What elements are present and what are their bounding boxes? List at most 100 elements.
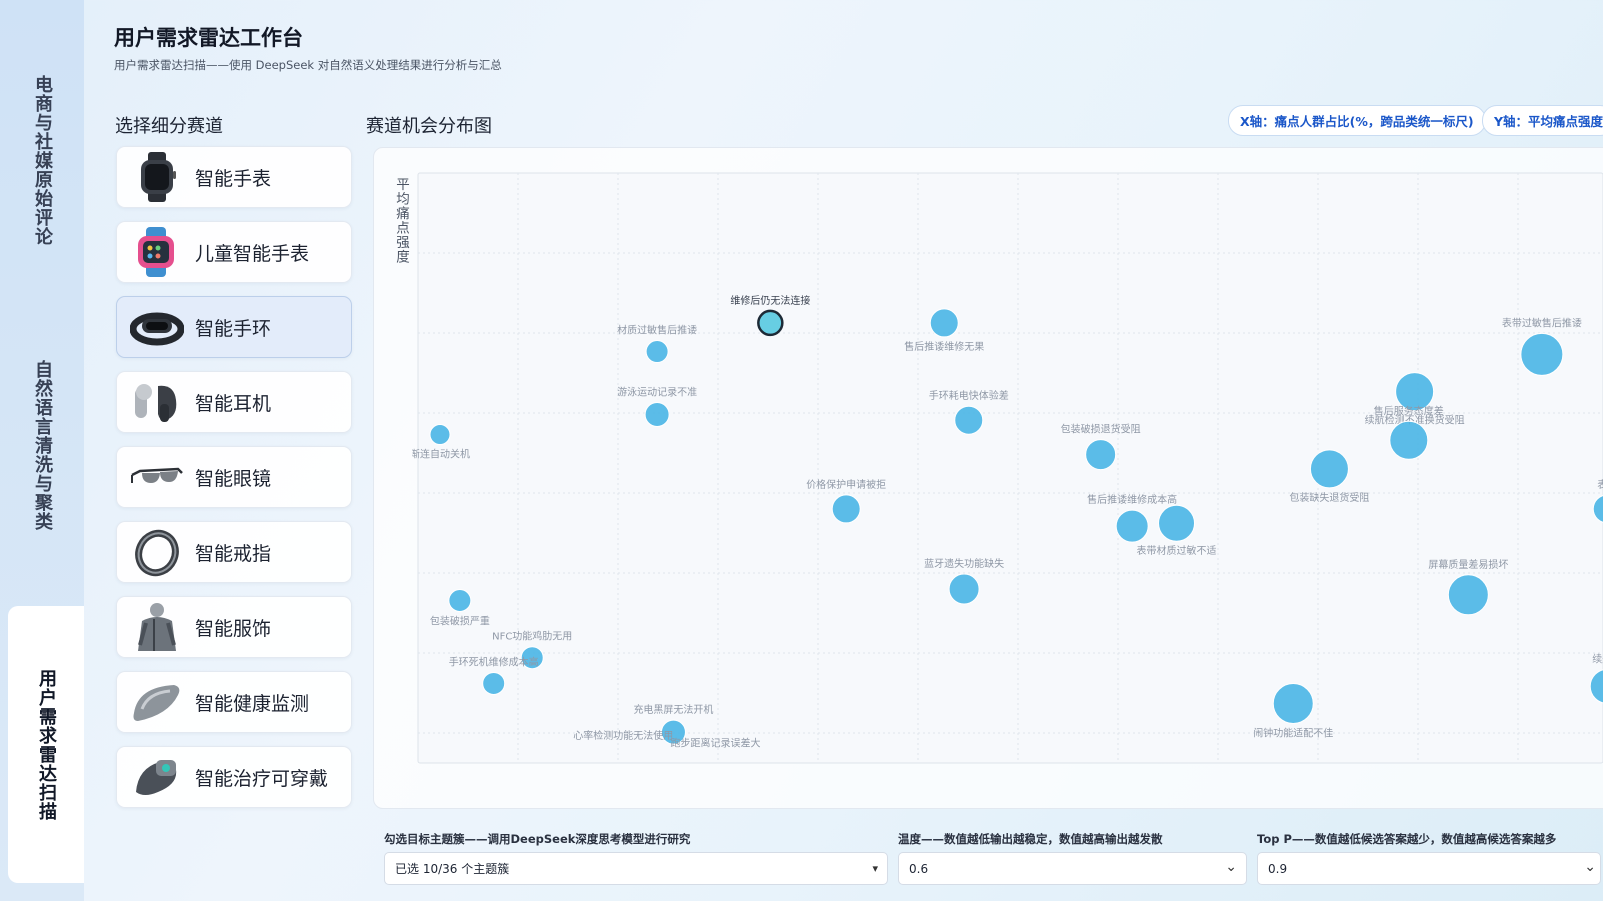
nav-tab-label: 自然语言清洗与聚类 xyxy=(32,359,53,531)
top-p-select[interactable]: 0.9 ⌄ xyxy=(1257,852,1601,885)
y-axis-pill: Y轴：平均痛点强度 xyxy=(1482,105,1603,136)
category-kids-smartwatch[interactable]: 儿童智能手表 xyxy=(116,221,352,283)
data-point-label: 心率检测功能无法使用 xyxy=(573,729,673,742)
data-point[interactable] xyxy=(1589,669,1603,704)
temperature-value: 0.6 xyxy=(909,861,929,876)
category-label: 智能手环 xyxy=(195,317,272,340)
data-point[interactable] xyxy=(645,340,669,364)
nav-tab-label: 用户需求雷达扫描 xyxy=(36,668,57,821)
data-point[interactable] xyxy=(1389,420,1429,460)
data-point-label: 售后服务态度差 xyxy=(1374,404,1444,417)
data-point[interactable] xyxy=(1395,372,1435,412)
chevron-down-icon: ⌄ xyxy=(1225,859,1237,875)
category-label: 智能治疗可穿戴 xyxy=(195,767,329,790)
left-navigation: 电商与社媒原始评论 自然语言清洗与聚类 用户需求雷达扫描 xyxy=(0,0,84,901)
data-point-label: 价格保护申请被拒 xyxy=(806,478,886,491)
data-point[interactable] xyxy=(831,494,861,524)
data-point[interactable] xyxy=(1309,449,1349,489)
category-label: 智能戒指 xyxy=(195,542,272,565)
data-point[interactable] xyxy=(954,405,984,435)
data-point[interactable] xyxy=(757,309,784,337)
data-point-label: 充电黑屏无法开机 xyxy=(633,703,713,716)
data-point[interactable] xyxy=(1115,509,1149,543)
data-point[interactable] xyxy=(660,719,686,745)
smart-ring-icon xyxy=(127,526,187,578)
data-point-label: 包装破损退货受阻 xyxy=(1061,423,1141,436)
category-label: 智能服饰 xyxy=(195,617,272,640)
data-point-label: 售后推诿维修无果 xyxy=(904,340,984,353)
top-p-value: 0.9 xyxy=(1268,861,1288,876)
category-label: 智能健康监测 xyxy=(195,692,310,715)
smartwatch-icon xyxy=(127,151,187,203)
health-monitor-icon xyxy=(127,676,187,728)
plot-area xyxy=(417,172,1603,764)
data-point-label: 包装破损严重 xyxy=(430,615,490,628)
data-point-label: 续航检测不准换货受阻 xyxy=(1365,414,1465,427)
data-point-label: 蓝牙遗失功能缺失 xyxy=(924,557,1004,570)
data-point-label: 表带过敏售后推诿 xyxy=(1502,316,1582,329)
data-point[interactable] xyxy=(1592,495,1603,523)
chevron-down-icon: ⌄ xyxy=(1584,859,1596,875)
data-point-label: 跑步距离记录误差大 xyxy=(670,736,760,749)
category-smartwatch[interactable]: 智能手表 xyxy=(116,146,352,208)
data-point[interactable] xyxy=(482,671,506,695)
data-point-label: 渐连自动关机 xyxy=(410,448,470,461)
data-point-label: 材质过敏售后推诿 xyxy=(617,324,697,337)
smart-clothing-icon xyxy=(127,601,187,653)
data-point-label: 手环耗电快体验差 xyxy=(929,389,1009,402)
temperature-label: 温度——数值越低输出越稳定，数值越高输出越发散 xyxy=(898,832,1163,846)
top-p-label: Top P——数值越低候选答案越少，数值越高候选答案越多 xyxy=(1257,832,1557,846)
temperature-select[interactable]: 0.6 ⌄ xyxy=(898,852,1247,885)
chart-y-axis-label: 平均痛点强度 xyxy=(393,177,409,264)
nav-tab-nlp-clustering[interactable]: 自然语言清洗与聚类 xyxy=(0,340,84,550)
cluster-select-value: 已选 10/36 个主题簇 xyxy=(395,862,510,876)
category-label: 儿童智能手表 xyxy=(195,242,310,265)
data-point[interactable] xyxy=(429,424,451,446)
data-point-label: 表带 xyxy=(1597,478,1603,491)
data-point[interactable] xyxy=(948,573,980,605)
data-point[interactable] xyxy=(520,646,544,670)
data-point[interactable] xyxy=(1520,332,1564,376)
data-point-label: 游泳运动记录不准 xyxy=(617,386,697,399)
category-label: 智能耳机 xyxy=(195,392,272,415)
nav-tab-raw-comments[interactable]: 电商与社媒原始评论 xyxy=(0,60,84,260)
data-point[interactable] xyxy=(644,402,670,428)
smart-band-icon xyxy=(127,301,187,353)
data-point[interactable] xyxy=(929,308,959,338)
category-earbuds[interactable]: 智能耳机 xyxy=(116,371,352,433)
data-point-label: 表带材质过敏不适 xyxy=(1137,544,1217,557)
category-label: 智能眼镜 xyxy=(195,467,272,490)
cluster-select-label: 勾选目标主题簇——调用DeepSeek深度思考模型进行研究 xyxy=(384,832,691,846)
data-point-label: 屏幕质量差易损坏 xyxy=(1428,558,1508,571)
data-point[interactable] xyxy=(448,589,472,613)
category-list: 智能手表 儿童智能手表 智能手环 xyxy=(116,146,352,821)
chevron-down-icon: ▾ xyxy=(872,862,878,875)
data-point[interactable] xyxy=(1272,683,1314,725)
earbuds-icon xyxy=(127,376,187,428)
nav-tab-label: 电商与社媒原始评论 xyxy=(32,74,53,246)
page-title: 用户需求雷达工作台 xyxy=(114,26,303,50)
page-subtitle: 用户需求雷达扫描——使用 DeepSeek 对自然语义处理结果进行分析与汇总 xyxy=(114,58,502,72)
therapy-wearable-icon xyxy=(127,751,187,803)
cluster-select[interactable]: 已选 10/36 个主题簇 ▾ xyxy=(384,852,888,885)
data-point[interactable] xyxy=(1158,504,1196,542)
data-point-label: 维修后仍无法连接 xyxy=(730,294,810,307)
category-therapy-wearable[interactable]: 智能治疗可穿戴 xyxy=(116,746,352,808)
data-point[interactable] xyxy=(1085,439,1117,471)
data-point-label: 闹钟功能适配不佳 xyxy=(1253,727,1333,740)
chart-title: 赛道机会分布图 xyxy=(366,116,492,137)
x-axis-pill: X轴：痛点人群占比(%，跨品类统一标尺) xyxy=(1228,105,1486,136)
data-point-label: 手环死机维修成本高 xyxy=(449,655,539,668)
category-label: 智能手表 xyxy=(195,167,272,190)
category-health-monitor[interactable]: 智能健康监测 xyxy=(116,671,352,733)
category-smart-band[interactable]: 智能手环 xyxy=(116,296,352,358)
data-point-label: 售后推诿维修成本高 xyxy=(1087,493,1177,506)
category-smart-ring[interactable]: 智能戒指 xyxy=(116,521,352,583)
category-smart-clothing[interactable]: 智能服饰 xyxy=(116,596,352,658)
data-point[interactable] xyxy=(1447,574,1489,616)
nav-tab-demand-radar[interactable]: 用户需求雷达扫描 xyxy=(8,606,84,883)
category-section-title: 选择细分赛道 xyxy=(115,116,223,137)
category-smart-glasses[interactable]: 智能眼镜 xyxy=(116,446,352,508)
